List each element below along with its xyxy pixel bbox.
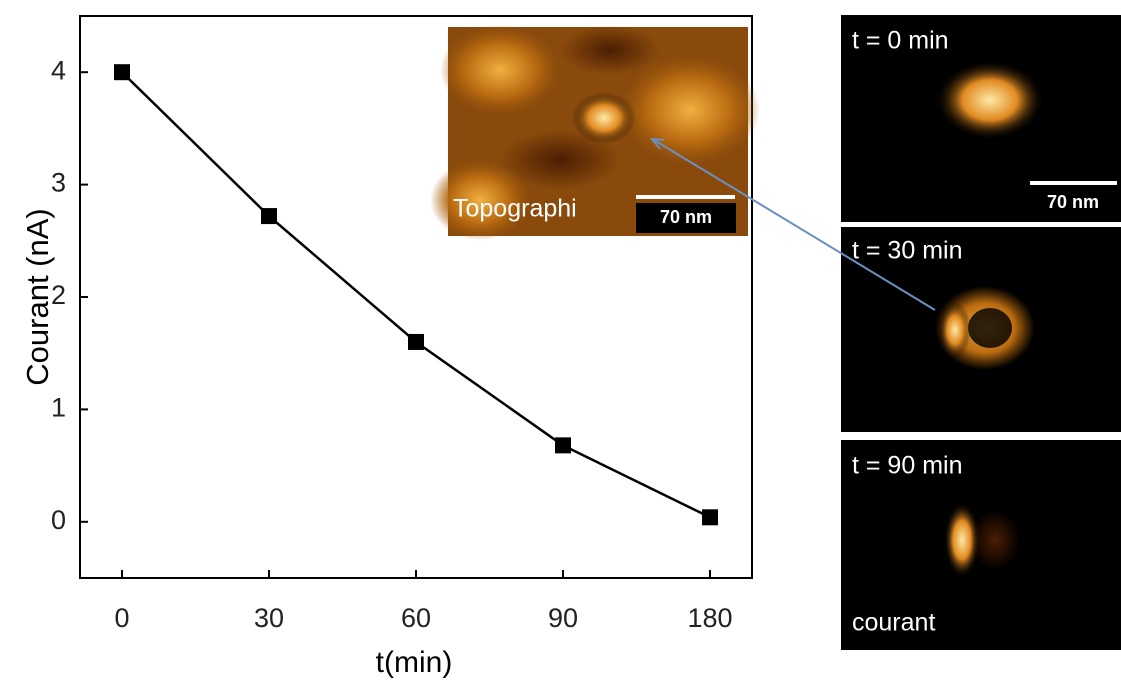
- x-tick-label: 60: [401, 603, 431, 633]
- x-tick-label: 180: [687, 603, 732, 633]
- marker: [261, 208, 277, 225]
- panel-label: t = 30 min: [852, 237, 962, 265]
- arrow-head: [649, 137, 665, 150]
- y-tick-label: 0: [51, 505, 66, 535]
- y-axis-label: Courant (nA): [20, 208, 55, 385]
- scale-bar-label: 70 nm: [1047, 192, 1099, 212]
- current-panels: 70 nm t = 0 min t = 30 min t = 90 min co…: [841, 15, 1121, 650]
- x-axis-label: t(min): [376, 646, 453, 679]
- x-tick-label: 0: [114, 603, 129, 633]
- topography-inset: Topographi 70 nm: [430, 25, 760, 240]
- marker: [555, 437, 571, 454]
- panel-label: t = 90 min: [852, 452, 962, 480]
- marker: [702, 509, 718, 526]
- inset-label: Topographi: [453, 195, 577, 223]
- panel-caption: courant: [852, 609, 935, 637]
- arrow: [653, 139, 936, 311]
- x-tick-label: 90: [548, 603, 578, 633]
- y-tick-label: 2: [51, 280, 66, 310]
- y-tick-label: 1: [51, 393, 66, 423]
- scale-bar-label: 70 nm: [660, 207, 712, 227]
- y-tick-label: 4: [51, 55, 66, 85]
- y-tick-label: 3: [51, 168, 66, 198]
- marker: [114, 64, 130, 81]
- marker: [408, 333, 424, 350]
- panel-label: t = 0 min: [852, 27, 949, 55]
- x-tick-label: 30: [254, 603, 284, 633]
